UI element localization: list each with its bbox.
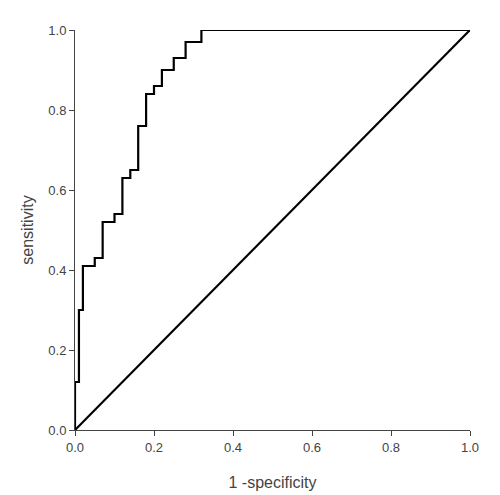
svg-text:sensitivity: sensitivity xyxy=(19,195,36,264)
svg-text:0.8: 0.8 xyxy=(48,103,66,118)
svg-text:0.4: 0.4 xyxy=(224,440,242,455)
svg-text:0.2: 0.2 xyxy=(145,440,163,455)
svg-text:1 -specificity: 1 -specificity xyxy=(228,474,316,491)
svg-text:0.4: 0.4 xyxy=(48,263,66,278)
svg-text:0.6: 0.6 xyxy=(48,183,66,198)
svg-text:0.2: 0.2 xyxy=(48,343,66,358)
svg-text:1.0: 1.0 xyxy=(48,23,66,38)
svg-text:0.8: 0.8 xyxy=(382,440,400,455)
svg-text:0.0: 0.0 xyxy=(66,440,84,455)
svg-text:1.0: 1.0 xyxy=(461,440,479,455)
svg-text:0.0: 0.0 xyxy=(48,423,66,438)
svg-text:0.6: 0.6 xyxy=(303,440,321,455)
